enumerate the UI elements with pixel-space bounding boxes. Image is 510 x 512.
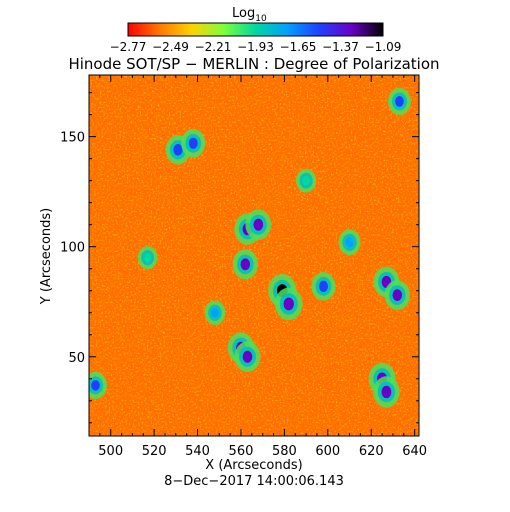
x-axis: 500 520 540 560 580 600 620 640 — [88, 75, 427, 459]
x-tick-label: 580 — [272, 444, 297, 459]
colorbar-tick-label: −1.09 — [365, 40, 402, 54]
region-core — [91, 379, 100, 391]
y-tick-label: 150 — [60, 131, 85, 146]
x-tick-label: 500 — [98, 444, 123, 459]
region-core — [302, 175, 310, 186]
x-tick-label: 640 — [402, 444, 427, 459]
region-core — [173, 144, 183, 156]
x-tick-label: 600 — [315, 444, 340, 459]
colorbar-label-subscript: 10 — [255, 14, 267, 24]
region-core — [188, 137, 198, 149]
x-tick-label: 520 — [142, 444, 167, 459]
colorbar-label: Log10 — [232, 6, 267, 24]
region-core — [242, 350, 253, 363]
region-core — [240, 258, 251, 271]
colorbar-tick-label: −1.65 — [280, 40, 317, 54]
region-core — [211, 307, 219, 318]
x-axis-label: X (Arcseconds) — [205, 458, 302, 473]
y-axis: 50 100 150 — [60, 92, 419, 424]
region-core — [318, 280, 328, 292]
y-tick-label: 100 — [60, 241, 85, 256]
colorbar-tick-label: −2.21 — [195, 40, 232, 54]
colorbar-tick-label: −1.93 — [237, 40, 274, 54]
region-core — [345, 237, 354, 248]
x-tick-label: 620 — [359, 444, 384, 459]
x-tick-label: 560 — [229, 444, 254, 459]
region-core — [283, 297, 294, 311]
chart-title: Hinode SOT/SP − MERLIN : Degree of Polar… — [68, 55, 439, 73]
region-core — [395, 96, 404, 107]
colorbar — [127, 22, 384, 37]
x-tick-label: 540 — [185, 444, 210, 459]
y-tick-label: 50 — [68, 351, 85, 366]
colorbar-tick-label: −2.49 — [152, 40, 189, 54]
polarization-regions — [89, 87, 411, 408]
y-axis-label: Y (Arcseconds) — [39, 208, 54, 305]
heatmap-image — [89, 75, 419, 436]
colorbar-tick-labels: −2.77 −2.49 −2.21 −1.93 −1.65 −1.37 −1.09 — [110, 40, 402, 54]
region-core — [381, 385, 392, 399]
region-core — [143, 253, 152, 263]
region-core — [253, 218, 264, 231]
colorbar-tick-label: −2.77 — [110, 40, 147, 54]
plot-frame — [88, 74, 420, 437]
observation-timestamp: 8−Dec−2017 14:00:06.143 — [164, 474, 344, 489]
region-core — [392, 289, 403, 302]
colorbar-tick-label: −1.37 — [322, 40, 359, 54]
